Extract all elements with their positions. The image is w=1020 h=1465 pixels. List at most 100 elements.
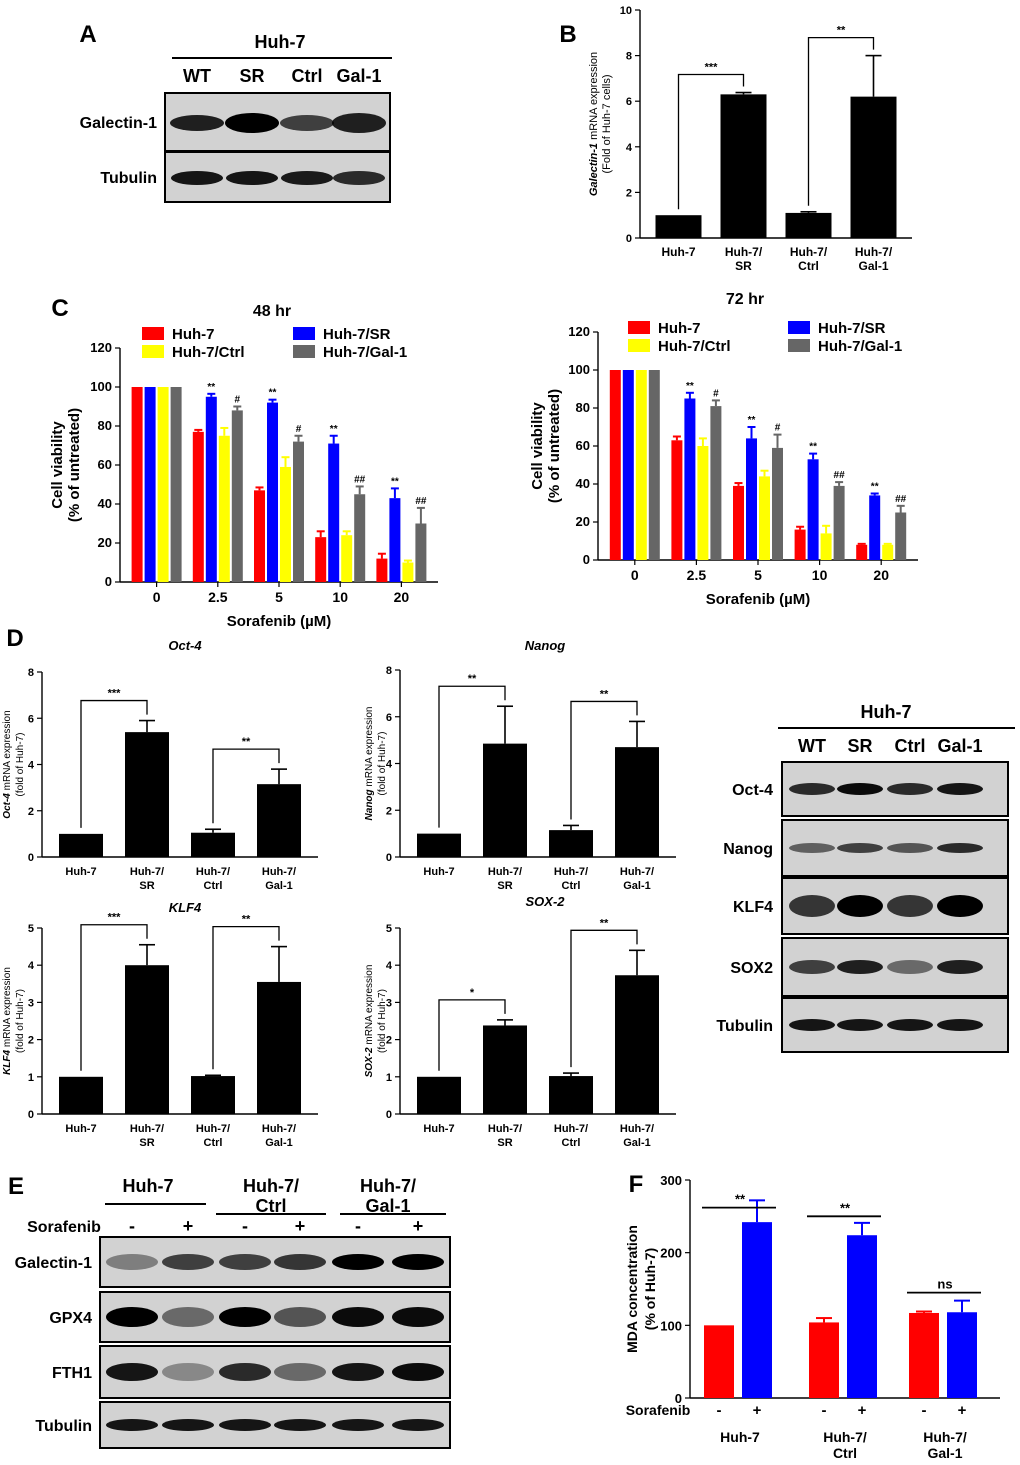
- legend-label: Huh-7: [658, 320, 701, 337]
- y-tick-label: 6: [386, 712, 392, 724]
- bar-huh-7-gal-1: [772, 447, 783, 560]
- band: [887, 895, 933, 917]
- treatment-sign: +: [295, 1216, 306, 1236]
- blot-galectin-1: [99, 1236, 451, 1288]
- x-tick-label: Gal-1: [623, 880, 651, 892]
- y-tick-label: 3: [28, 997, 34, 1009]
- significance-label: **: [242, 914, 251, 926]
- band: [106, 1419, 158, 1431]
- significance-label: **: [242, 736, 251, 748]
- y-axis-label: MDA concentration: [624, 1225, 640, 1353]
- bar: [257, 784, 301, 857]
- bar-huh-7: [254, 490, 265, 582]
- legend-label: Huh-7/Ctrl: [172, 344, 245, 361]
- bar-huh-7-ctrl: [218, 435, 230, 582]
- significance-label: **: [840, 1200, 851, 1215]
- panel-letter-a: A: [79, 21, 96, 48]
- lane-label: WT: [183, 66, 211, 86]
- bar-sorafenib: [947, 1312, 977, 1398]
- x-tick-label: Huh-7: [423, 866, 454, 878]
- y-tick-label: 100: [660, 1318, 682, 1333]
- lane-label: SR: [239, 66, 264, 86]
- x-tick-label: Huh-7/: [488, 866, 522, 878]
- band: [392, 1419, 444, 1431]
- y-tick-label: 4: [28, 760, 35, 772]
- bar-huh-7: [315, 537, 327, 582]
- y-tick-label: 4: [386, 960, 393, 972]
- band: [937, 895, 983, 917]
- significance-label: **: [686, 381, 694, 392]
- x-tick-label: Huh-7/: [554, 866, 588, 878]
- x-tick-label: Huh-7/: [620, 1123, 654, 1135]
- bar: [417, 833, 461, 857]
- bar-huh-7-sr: [205, 396, 217, 582]
- significance-label: ns: [937, 1277, 952, 1292]
- legend-swatch: [788, 321, 810, 334]
- bar-huh-7: [733, 485, 744, 560]
- band: [789, 960, 835, 974]
- bar: [257, 981, 301, 1114]
- y-tick-label: 100: [90, 379, 112, 394]
- bar-huh-7-ctrl: [820, 533, 832, 560]
- y-axis-label: Cell viability: [529, 402, 546, 490]
- x-tick-label: SR: [139, 880, 154, 892]
- band: [887, 960, 933, 974]
- blot-tubulin: [99, 1401, 451, 1449]
- bar: [483, 743, 527, 857]
- significance-label: **: [809, 442, 817, 453]
- legend-swatch: [293, 327, 315, 340]
- x-tick-label: Huh-7/: [262, 866, 296, 878]
- bar-untreated: [809, 1322, 839, 1398]
- bar-huh-7: [856, 544, 868, 560]
- blot-fth1: [99, 1345, 451, 1399]
- y-tick-label: 2: [626, 187, 632, 199]
- significance-bracket: [570, 700, 638, 820]
- cell-line-label: Huh-7: [255, 32, 306, 52]
- y-tick-label: 300: [660, 1173, 682, 1188]
- blot-tubulin: [164, 151, 391, 203]
- band: [332, 1419, 384, 1431]
- y-tick-label: 2: [28, 1035, 34, 1047]
- y-axis-label-gene: SOX-2: [364, 1047, 375, 1077]
- row-label: GPX4: [49, 1310, 92, 1327]
- significance-label: #: [713, 388, 719, 399]
- group-label: Gal-1: [927, 1445, 962, 1461]
- x-tick-label: Huh-7/: [196, 1123, 230, 1135]
- panel-letter-f: F: [629, 1171, 644, 1198]
- y-tick-label: 20: [576, 514, 590, 529]
- y-tick-label: 100: [568, 362, 590, 377]
- row-label: Tubulin: [35, 1418, 92, 1435]
- band: [274, 1307, 326, 1327]
- bar-huh-7-sr: [684, 398, 696, 560]
- band: [837, 843, 883, 853]
- bar: [615, 975, 659, 1114]
- chart-title: SOX-2: [525, 894, 565, 909]
- band: [332, 1363, 384, 1381]
- y-tick-label: 40: [576, 476, 590, 491]
- significance-label: **: [600, 688, 609, 700]
- y-axis-label-text: mRNA expression: [364, 965, 375, 1048]
- bar-huh-7-gal-1: [833, 485, 845, 560]
- y-axis-label-gene: KLF4: [2, 1049, 13, 1074]
- chart-F: 0 100 200 300 MDA concentration (% of Huh-7) S…: [624, 1173, 1000, 1461]
- significance-bracket: [438, 685, 506, 828]
- significance-bracket: [212, 925, 280, 1070]
- treatment-sign: -: [129, 1216, 135, 1236]
- significance-label: ##: [354, 474, 366, 485]
- y-tick-label: 0: [386, 1109, 392, 1121]
- y-tick-label: 20: [98, 535, 112, 550]
- bar-huh-7-gal-1: [648, 370, 660, 560]
- band: [937, 783, 983, 795]
- bar-huh-7: [609, 370, 621, 560]
- lane-label: Gal-1: [336, 66, 381, 86]
- x-tick-label: 2.5: [687, 567, 707, 583]
- y-tick-label: 6: [28, 713, 34, 725]
- x-tick-label: Huh-7: [423, 1123, 454, 1135]
- y-tick-label: 4: [626, 142, 633, 154]
- chart-title: Oct-4: [168, 638, 202, 653]
- bar-huh-7-gal-1: [231, 410, 243, 582]
- chart-title: 48 hr: [253, 303, 291, 320]
- band: [937, 1019, 983, 1031]
